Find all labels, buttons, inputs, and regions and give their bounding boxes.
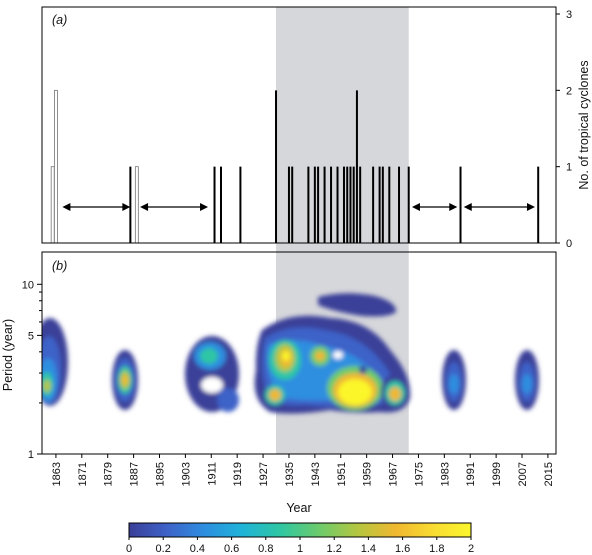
heat-blob [201,377,223,393]
y-tick-label: 10 [22,279,34,291]
x-tick-label: 1991 [465,462,477,486]
x-tick-label: 1863 [51,462,63,486]
y-tick-label: 0 [566,238,572,250]
panel-b-frame [41,251,557,455]
heat-blob [449,374,459,394]
interval-arrowhead [62,203,71,211]
heat-blob [522,374,532,394]
colorbar-tick-label: 0 [126,543,132,555]
x-tick-label: 2007 [517,462,529,486]
panel-b-xlabel: Year [286,501,311,515]
heat-blob [333,351,343,359]
y-tick-label: 1 [28,449,34,461]
colorbar-tick-label: 0.2 [156,543,171,555]
heat-blob [43,380,51,392]
interval-arrowhead [463,203,472,211]
x-tick-label: 1879 [103,462,115,486]
colorbar-tick-label: 1 [297,543,303,555]
x-tick-label: 1951 [336,462,348,486]
y-tick-label: 2 [566,85,572,97]
x-tick-label: 1967 [388,462,400,486]
colorbar-tick-label: 1.8 [429,543,444,555]
panel-b-ylabel: Period (year) [1,319,15,391]
x-tick-label: 1999 [491,462,503,486]
colorbar-tick-label: 1.6 [395,543,410,555]
heat-blob [200,348,218,364]
interval-arrowhead [449,203,458,211]
panel-a-ylabel: No. of tropical cyclones [577,60,591,189]
panel-a-frame [41,6,557,244]
y-tick-label: 1 [566,162,572,174]
colorbar: 0 0.2 0.4 0.6 0.8 1 1.2 1.4 1.6 1.8 2 [126,522,474,555]
heat-blob [318,293,397,317]
heat-blob [359,366,367,374]
panel-a: (a) 0 1 2 3 No. of tropical cyclones [41,6,591,250]
colorbar-tick-label: 0.8 [258,543,273,555]
x-tick-label: 1975 [413,462,425,486]
event-bar-open [50,166,55,244]
colorbar-tick-label: 1.4 [361,543,376,555]
x-tick-label: 1871 [77,462,89,486]
x-tick-label: 1959 [362,462,374,486]
wavelet-power-contours [42,293,539,414]
event-bar-open [134,166,139,244]
x-tick-label: 1887 [129,462,141,486]
x-tick-label: 1903 [180,462,192,486]
interval-arrowhead [122,203,131,211]
x-tick-label: 1943 [310,462,322,486]
heat-blob [389,387,401,401]
x-tick-label: 1927 [258,462,270,486]
colorbar-tick-label: 0.6 [224,543,239,555]
colorbar-tick-label: 1.2 [327,543,342,555]
panel-b: (b) 1 5 10 1863 1871 1879 1887 1895 1903 1911 191… [1,251,557,515]
y-tick-label: 5 [28,330,34,342]
panel-b-label: (b) [52,259,67,273]
heat-blob [217,388,239,412]
x-tick-label: 1919 [232,462,244,486]
heat-blob [122,375,128,385]
x-tick-label: 1983 [439,462,451,486]
x-tick-label: 2015 [543,462,555,486]
x-tick-label: 1911 [206,462,218,486]
y-tick-label: 3 [566,9,572,21]
interval-arrowhead [411,203,420,211]
event-bar-open [54,89,58,244]
x-tick-label: 1895 [154,462,166,486]
panel-a-label: (a) [52,13,67,27]
interval-arrowhead [200,203,209,211]
heat-blob [269,389,281,401]
heat-blob [315,351,325,361]
interval-arrowhead [526,203,535,211]
x-tick-label: 1935 [284,462,296,486]
heat-blob [338,379,372,405]
colorbar-gradient [128,522,472,538]
colorbar-tick-label: 0.4 [190,543,205,555]
heat-blob [282,351,290,361]
colorbar-tick-label: 2 [468,543,474,555]
interval-arrowhead [140,203,149,211]
